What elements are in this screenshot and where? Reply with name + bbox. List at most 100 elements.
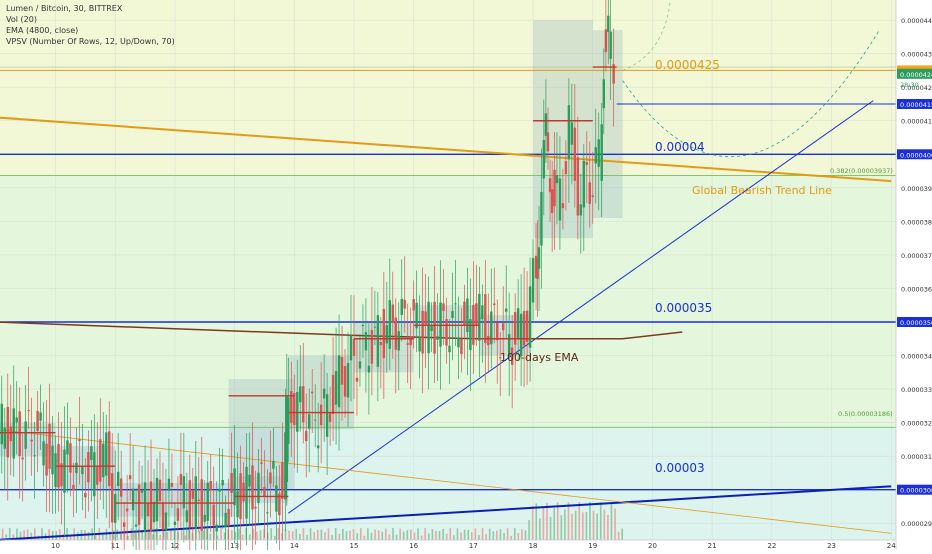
candle-body: [36, 411, 38, 431]
volume-bar: [242, 535, 244, 540]
candle-body: [275, 485, 277, 511]
candle-body: [326, 394, 328, 437]
candle-body: [204, 515, 206, 522]
candle-body: [553, 170, 555, 206]
candle-body: [448, 346, 450, 352]
volume-bar: [102, 534, 104, 540]
candle-body: [323, 389, 325, 399]
x-tick-label: 14: [290, 542, 299, 550]
volume-bar: [568, 502, 570, 540]
level-3-label: 0.00003: [655, 461, 705, 475]
candle-body: [84, 493, 86, 497]
volume-profile-box: [593, 30, 623, 218]
volume-bar: [310, 528, 312, 540]
y-tick-label: 0.00003800: [901, 218, 932, 226]
candle-body: [215, 525, 217, 532]
candle-body: [603, 79, 605, 108]
candle-body: [129, 475, 131, 479]
volume-bar: [586, 512, 588, 540]
candle-body: [359, 361, 361, 368]
volume-bar: [342, 529, 344, 540]
candle-body: [484, 294, 486, 343]
volume-bar: [385, 529, 387, 540]
volume-bar: [392, 528, 394, 540]
candle-body: [556, 175, 558, 183]
candle-body: [559, 178, 561, 220]
candle-body: [299, 386, 301, 402]
ema-label: 100-days EMA: [500, 351, 579, 364]
candle-body: [368, 366, 370, 373]
candle-body: [457, 337, 459, 347]
volume-bar: [131, 528, 133, 540]
volume-bar: [206, 529, 208, 540]
candle-body: [365, 332, 367, 350]
candle-body: [16, 418, 18, 423]
candle-body: [260, 462, 262, 463]
volume-bar: [575, 511, 577, 540]
trend-line-label: Global Bearish Trend Line: [692, 184, 832, 197]
candle-body: [135, 524, 137, 526]
candle-body: [90, 446, 92, 460]
candle-body: [526, 311, 528, 342]
candle-body: [269, 472, 271, 483]
volume-bar: [432, 529, 434, 540]
candle-body: [377, 315, 379, 367]
volume-bar: [167, 532, 169, 540]
candle-body: [502, 323, 504, 330]
volume-bar: [170, 530, 172, 540]
candle-body: [433, 302, 435, 354]
candle-body: [451, 311, 453, 318]
volume-bar: [346, 531, 348, 540]
candle-body: [445, 319, 447, 346]
candle-body: [87, 452, 89, 482]
candle-body: [598, 139, 600, 166]
candle-body: [505, 309, 507, 312]
volume-bar: [467, 530, 469, 540]
volume-bar: [621, 529, 623, 540]
volume-bar: [525, 530, 527, 540]
candle-body: [45, 444, 47, 476]
volume-bar: [210, 534, 212, 540]
volume-bar: [52, 531, 54, 540]
volume-bar: [453, 535, 455, 540]
candle-body: [466, 299, 468, 332]
candle-body: [168, 479, 170, 491]
candle-body: [549, 178, 551, 192]
volume-bar: [396, 535, 398, 540]
candle-body: [281, 462, 283, 499]
candle-body: [117, 472, 119, 486]
candle-body: [198, 500, 200, 501]
volume-bar: [596, 514, 598, 540]
candle-body: [42, 441, 44, 465]
candle-body: [186, 510, 188, 522]
candle-body: [233, 468, 235, 505]
volume-bar: [303, 528, 305, 540]
candle-body: [543, 140, 545, 178]
candle-body: [218, 489, 220, 492]
volume-bar: [77, 532, 79, 540]
candle-body: [165, 512, 167, 530]
volume-bar: [564, 509, 566, 540]
volume-bar: [66, 528, 68, 540]
candle-body: [374, 327, 376, 328]
y-tick-label: 0.00003700: [901, 252, 932, 260]
time-axis-panel: [0, 540, 896, 550]
volume-bar: [496, 531, 498, 540]
volume-bar: [324, 532, 326, 540]
candle-body: [401, 299, 403, 315]
candle-body: [236, 491, 238, 517]
candle-body: [436, 336, 438, 340]
volume-bar: [514, 528, 516, 540]
candle-body: [592, 195, 594, 197]
candle-body: [404, 300, 406, 309]
candle-body: [111, 473, 113, 522]
volume-bar: [116, 529, 118, 540]
volume-bar: [507, 528, 509, 540]
candle-body: [338, 355, 340, 407]
level-35-label: 0.000035: [655, 301, 712, 315]
volume-bar: [249, 534, 251, 540]
volume-bar: [321, 530, 323, 540]
candle-body: [242, 483, 244, 502]
